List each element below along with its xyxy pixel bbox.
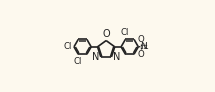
Text: N: N [113,52,120,62]
Text: Cl: Cl [121,28,129,37]
Text: −: − [143,46,149,52]
Text: O: O [102,29,110,39]
Text: N: N [140,42,147,51]
Text: +: + [142,43,148,49]
Text: Cl: Cl [74,57,82,66]
Text: N: N [92,52,99,62]
Text: O: O [138,35,145,44]
Text: Cl: Cl [63,42,72,51]
Text: O: O [138,50,145,59]
